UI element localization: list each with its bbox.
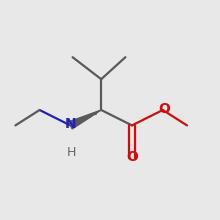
Text: O: O	[126, 150, 138, 164]
Text: N: N	[65, 117, 76, 131]
Text: H: H	[67, 146, 76, 160]
Text: O: O	[158, 102, 170, 116]
Polygon shape	[69, 110, 101, 129]
